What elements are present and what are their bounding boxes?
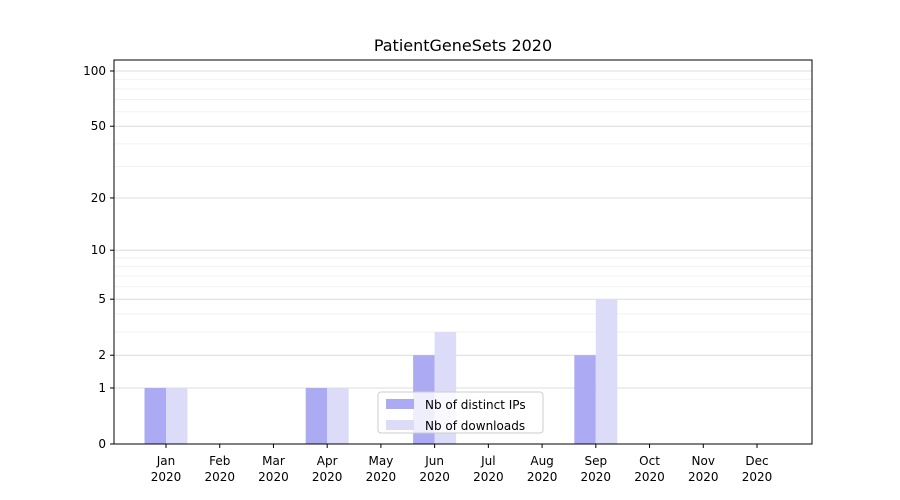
x-tick-label-year: 2020: [151, 470, 182, 484]
legend-swatch-0: [386, 399, 414, 409]
x-tick-label-month: Aug: [530, 454, 553, 468]
chart-title: PatientGeneSets 2020: [373, 36, 553, 55]
x-tick-label-month: Jun: [424, 454, 444, 468]
y-tick-label: 100: [83, 64, 106, 78]
legend-swatch-1: [386, 420, 414, 430]
y-tick-label: 2: [98, 348, 106, 362]
legend-box: [377, 391, 544, 434]
x-tick-label-month: Dec: [745, 454, 768, 468]
bar-nb-of-downloads-apr: [327, 387, 349, 444]
x-tick-label-month: Jul: [480, 454, 495, 468]
x-tick-label-month: Sep: [585, 454, 608, 468]
bar-nb-of-downloads-jan: [166, 387, 188, 444]
x-tick-label-month: Apr: [317, 454, 338, 468]
bar-nb-of-distinct-ips-jan: [144, 387, 166, 444]
axis-frame: [113, 59, 813, 445]
x-tick-label-year: 2020: [204, 470, 235, 484]
x-tick-label-year: 2020: [312, 470, 343, 484]
x-tick-label-month: Oct: [639, 454, 660, 468]
bar-nb-of-distinct-ips-apr: [305, 387, 328, 444]
y-tick-label: 20: [91, 191, 106, 205]
x-tick-label-year: 2020: [366, 470, 397, 484]
y-tick-label: 50: [91, 119, 106, 133]
legend-label-0: Nb of distinct IPs: [425, 398, 526, 412]
x-tick-label-year: 2020: [742, 470, 773, 484]
x-tick-label-month: Mar: [262, 454, 285, 468]
y-tick-label: 1: [98, 381, 106, 395]
x-tick-label-month: Jan: [156, 454, 176, 468]
legend-label-1: Nb of downloads: [425, 419, 525, 433]
x-tick-label-year: 2020: [419, 470, 450, 484]
x-tick-label-year: 2020: [634, 470, 665, 484]
x-tick-label-year: 2020: [688, 470, 719, 484]
x-tick-label-year: 2020: [527, 470, 558, 484]
x-tick-label-month: May: [369, 454, 394, 468]
x-tick-label-month: Feb: [209, 454, 230, 468]
y-tick-label: 0: [98, 437, 106, 451]
x-tick-label-year: 2020: [258, 470, 289, 484]
y-tick-label: 10: [91, 243, 106, 257]
bar-nb-of-downloads-sep: [595, 299, 618, 444]
x-tick-label-year: 2020: [473, 470, 504, 484]
bar-nb-of-distinct-ips-sep: [574, 355, 596, 444]
x-tick-label-year: 2020: [581, 470, 612, 484]
y-tick-label: 5: [98, 292, 106, 306]
x-tick-label-month: Nov: [692, 454, 715, 468]
